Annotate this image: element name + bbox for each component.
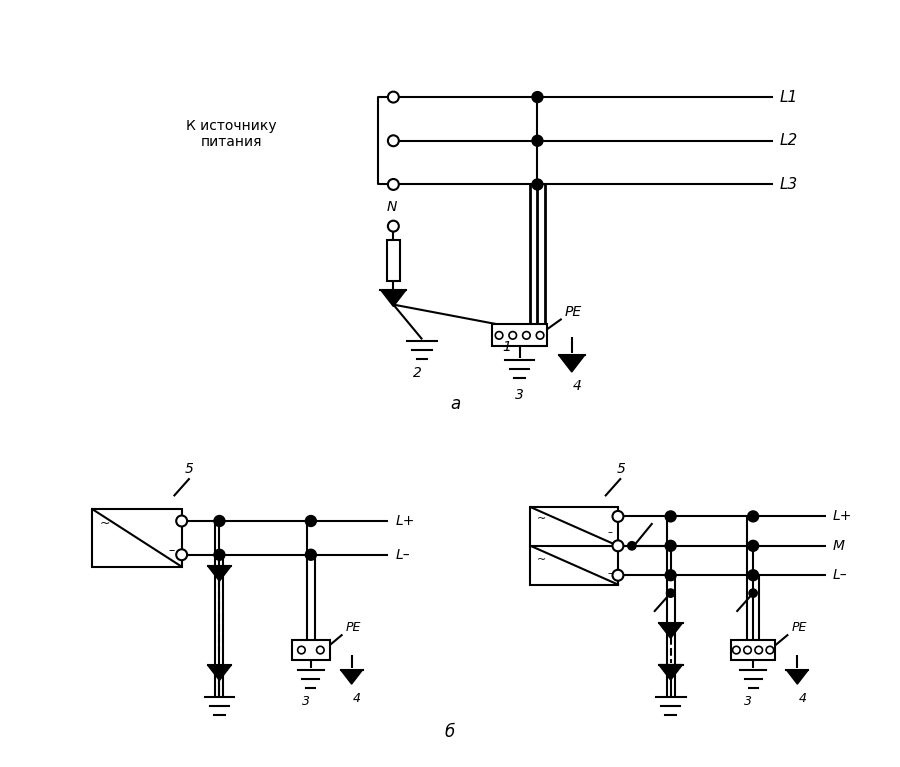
- Text: 5: 5: [185, 463, 194, 476]
- Text: PE: PE: [565, 305, 582, 320]
- Text: ~: ~: [536, 555, 545, 565]
- Text: 3: 3: [515, 388, 524, 402]
- Circle shape: [523, 331, 530, 339]
- Polygon shape: [787, 670, 808, 684]
- Text: a: a: [450, 395, 460, 413]
- Circle shape: [627, 542, 636, 550]
- Circle shape: [766, 647, 774, 653]
- Text: 3: 3: [302, 695, 310, 708]
- Circle shape: [613, 541, 624, 551]
- Text: L+: L+: [832, 509, 852, 523]
- Text: L2: L2: [780, 133, 798, 148]
- Text: L–: L–: [395, 548, 410, 561]
- Text: N: N: [386, 200, 397, 214]
- Circle shape: [613, 570, 624, 581]
- Bar: [492, 324, 547, 346]
- Polygon shape: [381, 290, 406, 307]
- Circle shape: [214, 549, 225, 560]
- Text: M: M: [832, 538, 844, 553]
- Text: –: –: [608, 568, 612, 578]
- Text: 2: 2: [413, 366, 421, 380]
- Circle shape: [495, 331, 503, 339]
- Polygon shape: [659, 623, 682, 638]
- Text: К источнику
питания: К источнику питания: [186, 119, 276, 149]
- Text: 4: 4: [353, 692, 361, 705]
- Text: L–: L–: [832, 568, 848, 582]
- Text: 5: 5: [616, 463, 625, 476]
- Circle shape: [748, 511, 759, 522]
- Text: L3: L3: [780, 177, 798, 192]
- Circle shape: [665, 541, 676, 551]
- Circle shape: [388, 179, 399, 190]
- Circle shape: [298, 647, 305, 653]
- Text: 1: 1: [502, 341, 511, 354]
- Polygon shape: [208, 566, 231, 581]
- Circle shape: [667, 589, 675, 597]
- Circle shape: [305, 549, 316, 560]
- Polygon shape: [559, 355, 585, 372]
- Circle shape: [317, 647, 324, 653]
- Polygon shape: [659, 664, 682, 680]
- Text: –: –: [168, 544, 175, 557]
- Text: L+: L+: [395, 514, 415, 528]
- Circle shape: [176, 515, 187, 526]
- Circle shape: [388, 221, 399, 232]
- Bar: [387, 239, 400, 281]
- Circle shape: [749, 589, 757, 597]
- Circle shape: [532, 135, 543, 146]
- Text: PE: PE: [791, 621, 806, 634]
- Text: –: –: [608, 527, 612, 537]
- Text: ~: ~: [536, 514, 545, 524]
- Bar: [292, 640, 329, 660]
- Circle shape: [388, 91, 399, 103]
- Circle shape: [214, 515, 225, 526]
- Polygon shape: [208, 665, 231, 680]
- Circle shape: [532, 179, 543, 190]
- Bar: [731, 640, 776, 660]
- Circle shape: [536, 331, 544, 339]
- Text: PE: PE: [346, 621, 361, 634]
- Text: 4: 4: [798, 692, 806, 705]
- Circle shape: [613, 511, 624, 522]
- Circle shape: [665, 511, 676, 522]
- Bar: [530, 507, 618, 584]
- Text: б: б: [445, 723, 455, 740]
- Bar: [92, 509, 182, 567]
- Circle shape: [743, 647, 752, 653]
- Circle shape: [748, 570, 759, 581]
- Circle shape: [305, 515, 316, 526]
- Circle shape: [388, 135, 399, 146]
- Polygon shape: [341, 670, 363, 684]
- Circle shape: [733, 647, 740, 653]
- Circle shape: [748, 541, 759, 551]
- Circle shape: [665, 570, 676, 581]
- Text: L1: L1: [780, 90, 798, 104]
- Text: 4: 4: [572, 379, 581, 393]
- Circle shape: [509, 331, 517, 339]
- Circle shape: [755, 647, 762, 653]
- Text: ~: ~: [99, 517, 110, 530]
- Circle shape: [532, 91, 543, 103]
- Text: 3: 3: [744, 695, 752, 708]
- Circle shape: [176, 549, 187, 560]
